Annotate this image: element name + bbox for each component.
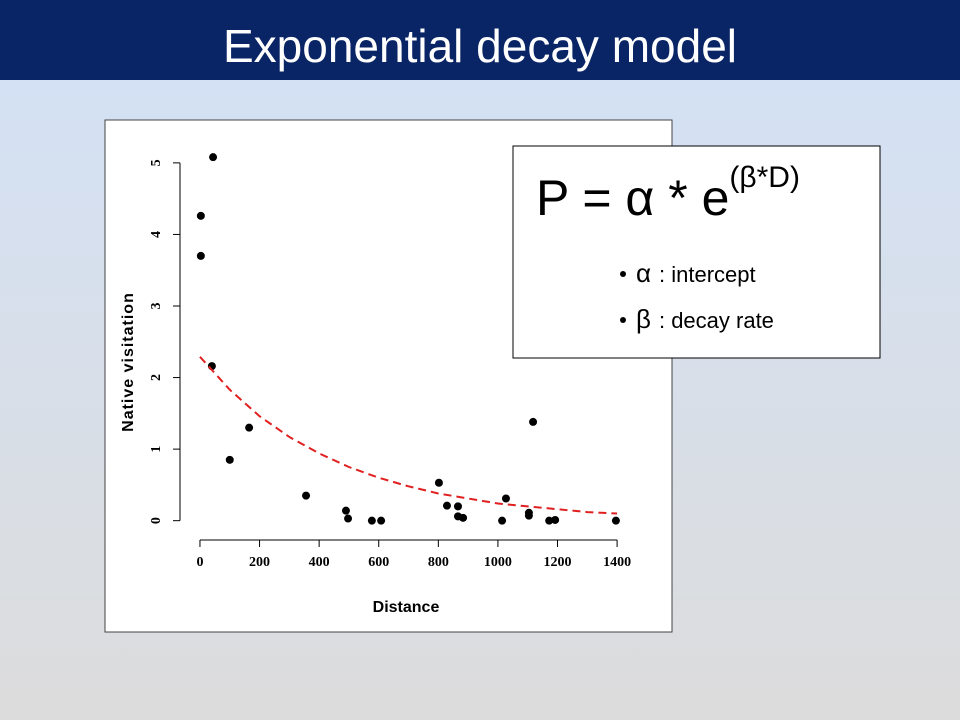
y-tick-label: 3 [149,303,164,310]
point [459,513,468,522]
definition-symbol: α [636,258,651,288]
point [367,516,376,525]
y-axis-label: Native visitation [120,292,137,432]
bullet [620,317,626,323]
point [196,251,205,260]
point [545,516,554,525]
x-tick-label: 200 [249,555,270,570]
x-axis-label: Distance [373,599,440,616]
x-tick-label: 600 [368,555,389,570]
formula-main: P = α * e [536,170,729,226]
x-tick-label: 800 [428,555,449,570]
point [225,455,234,464]
point [377,516,386,525]
bullet [620,271,626,277]
formula-exponent: (β*D) [729,161,800,194]
definition: α : intercept [636,258,756,288]
point [524,508,533,517]
point [344,514,353,523]
point [529,417,538,426]
point [442,501,451,510]
point [501,494,510,503]
point [453,502,462,511]
fit-curve [199,356,618,515]
y-tick-label: 1 [149,446,164,453]
definition-text: : decay rate [659,308,774,333]
formula: P = α * e(β*D) [536,161,800,226]
point [498,516,507,525]
y-tick-label: 0 [149,517,164,524]
x-tick-label: 400 [309,555,330,570]
x-tick-label: 1200 [544,555,572,570]
y-tick-label: 5 [149,159,164,166]
x-tick-label: 1000 [484,555,512,570]
point [551,515,560,524]
slide-title: Exponential decay model [223,20,737,72]
formula-box [512,145,881,359]
point [341,506,350,515]
definition: β : decay rate [636,304,774,334]
x-tick-label: 1400 [603,555,631,570]
point [302,491,311,500]
point [611,516,620,525]
chart: 0 200 400 600 800 1000 1200 1400 0 1 2 3 4 5 Distance N… [120,153,631,616]
x-tick-label: 0 [196,555,203,570]
definition-text: : intercept [659,262,756,287]
definition-symbol: β [636,304,651,334]
point [434,478,443,487]
y-tick-label: 2 [149,374,164,381]
header-bar [0,0,960,80]
point [196,211,205,220]
y-tick-label: 4 [149,231,164,238]
point [245,423,254,432]
point [209,153,218,162]
